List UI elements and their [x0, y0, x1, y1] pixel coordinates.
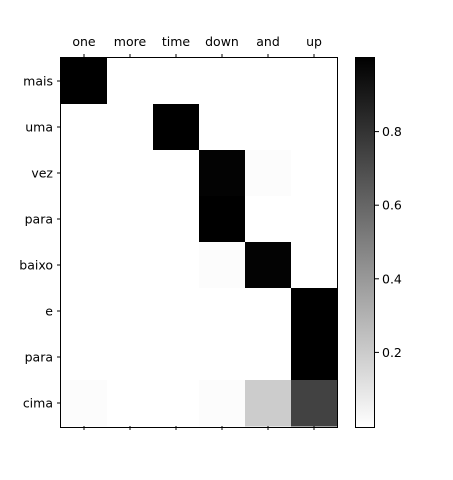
- heatmap-cell: [153, 288, 200, 335]
- heatmap-cell: [153, 334, 200, 381]
- heatmap-frame: [60, 57, 338, 428]
- x-tick-label: and: [256, 34, 280, 49]
- heatmap-cell: [245, 58, 292, 105]
- y-axis: mais uma vez para baixo e para cima: [19, 74, 61, 411]
- colorbar: [355, 57, 375, 428]
- heatmap-cell: [245, 196, 292, 243]
- heatmap-cell: [61, 380, 108, 427]
- x-axis: one more time down and up: [72, 34, 322, 430]
- colorbar-tick-label: 0.4: [382, 271, 402, 286]
- heatmap-cell: [199, 58, 246, 105]
- y-tick-label: para: [25, 212, 53, 227]
- heatmap-cell: [107, 150, 154, 197]
- x-tick-label: one: [72, 34, 96, 49]
- heatmap-cell: [107, 104, 154, 151]
- colorbar-tick-label: 0.8: [382, 124, 402, 139]
- heatmap-cell: [245, 380, 292, 427]
- heatmap-cell: [199, 150, 246, 197]
- colorbar-tick-label: 0.2: [382, 345, 402, 360]
- x-tick-label: down: [205, 34, 239, 49]
- heatmap-cell: [199, 288, 246, 335]
- heatmap-cell: [245, 150, 292, 197]
- heatmap-cell: [153, 150, 200, 197]
- heatmap-cell: [199, 104, 246, 151]
- heatmap-cell: [61, 242, 108, 289]
- y-tick-label: uma: [25, 120, 53, 135]
- heatmap-cell: [153, 380, 200, 427]
- heatmap-cell: [153, 242, 200, 289]
- heatmap-cell: [107, 380, 154, 427]
- heatmap-cell: [153, 104, 200, 151]
- y-tick-label: para: [25, 350, 53, 365]
- heatmap-cell: [107, 242, 154, 289]
- heatmap-cell: [245, 104, 292, 151]
- y-tick-label: mais: [23, 74, 53, 89]
- heatmap-cell: [199, 380, 246, 427]
- heatmap-cell: [291, 380, 338, 427]
- y-tick-label: vez: [31, 166, 53, 181]
- x-tick-label: time: [162, 34, 191, 49]
- heatmap-cell: [245, 242, 292, 289]
- y-tick-label: baixo: [19, 258, 53, 273]
- x-tick-label: more: [114, 34, 147, 49]
- heatmap-cell: [291, 150, 338, 197]
- x-tick-label: up: [306, 34, 322, 49]
- heatmap-cells: [61, 58, 338, 427]
- heatmap-cell: [153, 58, 200, 105]
- heatmap-cell: [61, 334, 108, 381]
- y-tick-label: e: [45, 304, 53, 319]
- heatmap-cell: [291, 288, 338, 335]
- heatmap-cell: [107, 196, 154, 243]
- heatmap-cell: [61, 196, 108, 243]
- heatmap-cell: [245, 288, 292, 335]
- heatmap-cell: [107, 58, 154, 105]
- heatmap-cell: [291, 104, 338, 151]
- heatmap-cell: [199, 242, 246, 289]
- heatmap-cell: [61, 58, 108, 105]
- heatmap-cell: [291, 242, 338, 289]
- colorbar-axis: 0.2 0.4 0.6 0.8: [375, 124, 402, 360]
- heatmap-cell: [199, 196, 246, 243]
- heatmap-cell: [61, 150, 108, 197]
- heatmap-cell: [245, 334, 292, 381]
- heatmap-cell: [107, 334, 154, 381]
- heatmap-cell: [291, 58, 338, 105]
- heatmap-cell: [107, 288, 154, 335]
- heatmap-cell: [61, 104, 108, 151]
- heatmap-cell: [153, 196, 200, 243]
- heatmap-cell: [61, 288, 108, 335]
- heatmap-cell: [199, 334, 246, 381]
- y-tick-label: cima: [23, 396, 53, 411]
- colorbar-tick-label: 0.6: [382, 198, 402, 213]
- heatmap-cell: [291, 196, 338, 243]
- heatmap-cell: [291, 334, 338, 381]
